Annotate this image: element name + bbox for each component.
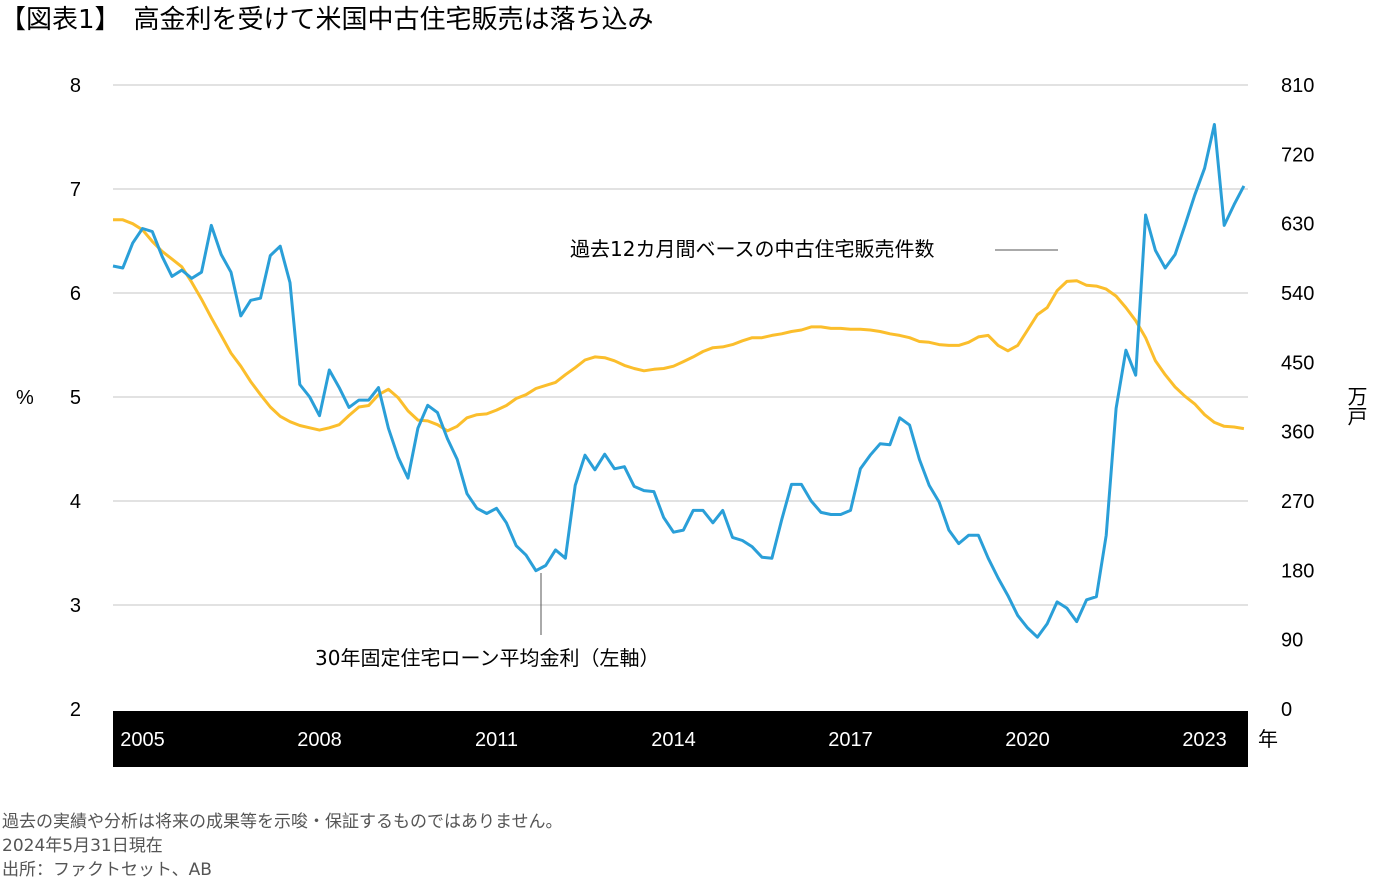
disclaimer: 過去の実績や分析は将来の成果等を示唆・保証するものではありません。: [2, 812, 563, 832]
x-tick-label: 2008: [297, 729, 342, 751]
source: 出所：ファクトセット、AB: [2, 860, 212, 880]
x-tick-label: 2023: [1182, 729, 1227, 751]
y-left-label: %: [16, 387, 34, 409]
y-right-tick-label: 90: [1281, 630, 1303, 652]
as-of-date: 2024年5月31日現在: [2, 836, 163, 856]
x-axis-band: [113, 711, 1248, 767]
rate-annotation: 30年固定住宅ローン平均金利（左軸）: [315, 646, 659, 670]
x-tick-label: 2017: [828, 729, 873, 751]
y-left-tick-label: 7: [70, 179, 81, 201]
chart-title: 【図表1】 高金利を受けて米国中古住宅販売は落ち込み: [0, 5, 654, 35]
y-right-tick-label: 630: [1281, 214, 1314, 236]
y-left-tick-label: 6: [70, 283, 81, 305]
y-left-tick-label: 8: [70, 75, 81, 97]
y-right-tick-label: 540: [1281, 283, 1314, 305]
y-right-tick-label: 720: [1281, 144, 1314, 166]
mortgage-rate-line: [112, 123, 1246, 639]
y-right-label: 万戸: [1344, 386, 1367, 426]
y-left-tick-label: 4: [70, 491, 81, 513]
y-right-tick-label: 810: [1281, 75, 1314, 97]
home-sales-line: [113, 218, 1245, 433]
y-right-tick-label: 360: [1281, 422, 1314, 444]
x-tick-label: 2014: [651, 729, 696, 751]
y-right-tick-label: 0: [1281, 699, 1292, 721]
y-left-tick-label: 2: [70, 699, 81, 721]
x-unit-label: 年: [1258, 728, 1278, 751]
y-right-tick-label: 180: [1281, 560, 1314, 582]
sales-annotation: 過去12カ月間ベースの中古住宅販売件数: [570, 237, 934, 261]
x-tick-label: 2020: [1005, 729, 1050, 751]
x-tick-label: 2011: [475, 729, 518, 751]
x-tick-label: 2005: [120, 729, 165, 751]
y-right-tick-label: 270: [1281, 491, 1314, 513]
y-left-tick-label: 5: [70, 387, 81, 409]
y-left-tick-label: 3: [70, 595, 81, 617]
y-right-tick-label: 450: [1281, 352, 1314, 374]
